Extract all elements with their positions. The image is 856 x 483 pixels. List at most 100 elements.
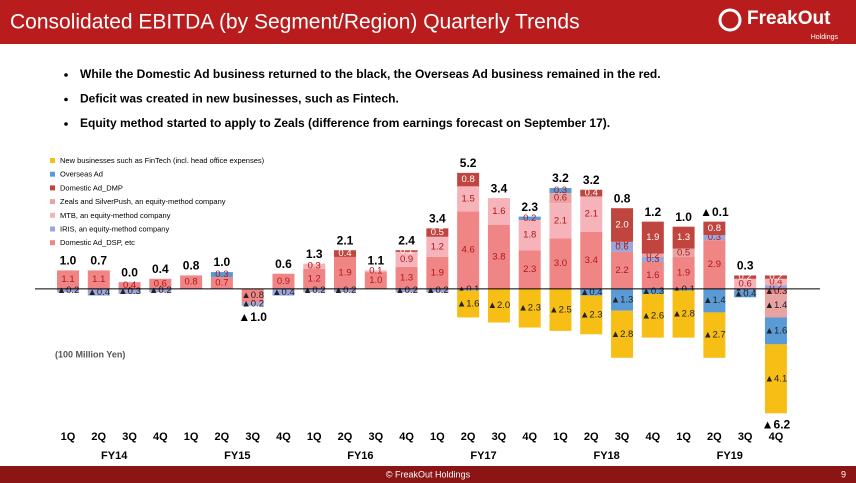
x-tick-label: 2Q [584, 431, 599, 443]
segment-label: 1.6 [492, 206, 505, 217]
bar-segment [580, 231, 603, 289]
x-tick-label: 2Q [461, 431, 476, 443]
bar-segment [426, 288, 449, 293]
segment-label: ▲0.3 [765, 286, 788, 297]
bar-segment [364, 270, 387, 273]
bar-segment [87, 270, 110, 289]
fiscal-year-label: FY14 [101, 450, 128, 462]
segment-label: 0.4 [123, 280, 136, 291]
total-label: 3.4 [429, 212, 446, 226]
segment-label: 1.9 [338, 267, 351, 278]
bar-segment [118, 282, 141, 289]
total-label: 2.3 [521, 200, 538, 214]
segment-label: ▲0.4 [734, 288, 757, 299]
segment-label: ▲0.2 [426, 285, 449, 296]
segment-label: 0.4 [338, 248, 351, 259]
bar-segment [426, 256, 449, 289]
total-label: 5.2 [460, 156, 477, 170]
segment-label: 0.8 [185, 277, 198, 288]
bar-segment [487, 225, 510, 289]
x-tick-label: 3Q [122, 431, 137, 443]
bar-segment [703, 312, 726, 358]
segment-label: ▲4.1 [765, 373, 788, 384]
segment-label: ▲1.4 [765, 300, 788, 311]
segment-label: 0.2 [739, 272, 752, 283]
segment-label: ▲0.1 [457, 284, 480, 295]
copyright: © FreakOut Holdings [386, 469, 471, 479]
segment-label: ▲0.1 [672, 284, 695, 295]
legend-swatch [50, 171, 55, 177]
segment-label: ▲0.8 [241, 290, 264, 301]
segment-label: 1.2 [308, 273, 321, 284]
segment-label: ▲2.8 [611, 329, 634, 340]
x-tick-label: 3Q [615, 431, 630, 443]
fiscal-year-label: FY19 [717, 450, 743, 462]
fiscal-year-label: FY15 [224, 450, 250, 462]
x-tick-label: 2Q [215, 431, 230, 443]
bar-segment [549, 203, 572, 239]
bar-segment [703, 288, 726, 313]
x-tick-label: 3Q [245, 431, 260, 443]
fiscal-year-label: FY18 [594, 450, 620, 462]
logo-icon [718, 8, 742, 32]
bullet-text: Deficit was created in new businesses, s… [80, 92, 399, 106]
fiscal-year-label: FY17 [470, 450, 496, 462]
segment-label: 2.0 [615, 220, 628, 231]
x-tick-label: 1Q [676, 431, 691, 443]
bar-segment [87, 288, 110, 296]
segment-label: 0.9 [400, 254, 413, 265]
bar-segment [364, 272, 387, 289]
segment-label: ▲0.2 [334, 285, 357, 296]
segment-label: 1.8 [523, 230, 536, 241]
bar-segment [580, 295, 603, 335]
segment-label: 1.3 [400, 272, 413, 283]
x-tick-label: 4Q [153, 431, 168, 443]
bar-segment [487, 288, 510, 323]
bar-segment [395, 267, 418, 289]
segment-label: ▲2.0 [488, 300, 511, 311]
header-bar [0, 0, 856, 44]
segment-label: ▲0.2 [149, 285, 172, 296]
bar-segment [487, 198, 510, 226]
x-tick-label: 3Q [492, 431, 507, 443]
segment-label: ▲2.3 [518, 303, 541, 314]
segment-label: 0.2 [769, 272, 782, 283]
x-tick-label: 2Q [707, 431, 722, 443]
bar-segment [457, 290, 480, 318]
segment-label: 0.5 [677, 247, 690, 258]
segment-label: 0.3 [708, 232, 721, 243]
segment-label: ▲2.3 [580, 309, 603, 320]
legend-label: New businesses such as FinTech (incl. he… [60, 156, 265, 165]
total-label: 0.6 [275, 257, 292, 271]
x-tick-label: 4Q [522, 431, 537, 443]
legend-label: IRIS, an equity-method company [60, 224, 169, 233]
segment-label: 1.3 [677, 232, 690, 243]
bar-segment [334, 250, 357, 257]
bar-segment [641, 293, 664, 338]
bar-segment [303, 268, 326, 289]
segment-label: 0.6 [554, 193, 567, 204]
segment-label: 0.5 [431, 227, 444, 238]
x-tick-label: 1Q [184, 431, 199, 443]
segment-label: ▲0.2 [57, 285, 80, 296]
bar-segment [641, 221, 664, 254]
segment-label: 2.1 [554, 215, 567, 226]
segment-label: 1.1 [92, 274, 105, 285]
segment-label: ▲0.3 [642, 286, 665, 297]
bar-segment [426, 236, 449, 257]
total-label: ▲6.2 [762, 417, 791, 431]
segment-label: 0.3 [215, 269, 228, 280]
total-label: 1.0 [60, 254, 77, 268]
bar-segment [641, 261, 664, 289]
segment-label: 0.2 [523, 213, 536, 224]
bar-segment [210, 277, 233, 289]
footer-bar [0, 466, 856, 483]
page-number: 9 [841, 469, 846, 479]
segment-label: 0.6 [739, 278, 752, 289]
segment-label: 1.0 [369, 275, 382, 286]
bar-segment [395, 288, 418, 293]
bullet-text: Equity method started to apply to Zeals … [80, 116, 610, 130]
x-tick-label: 1Q [430, 431, 445, 443]
bar-segment [703, 221, 726, 236]
